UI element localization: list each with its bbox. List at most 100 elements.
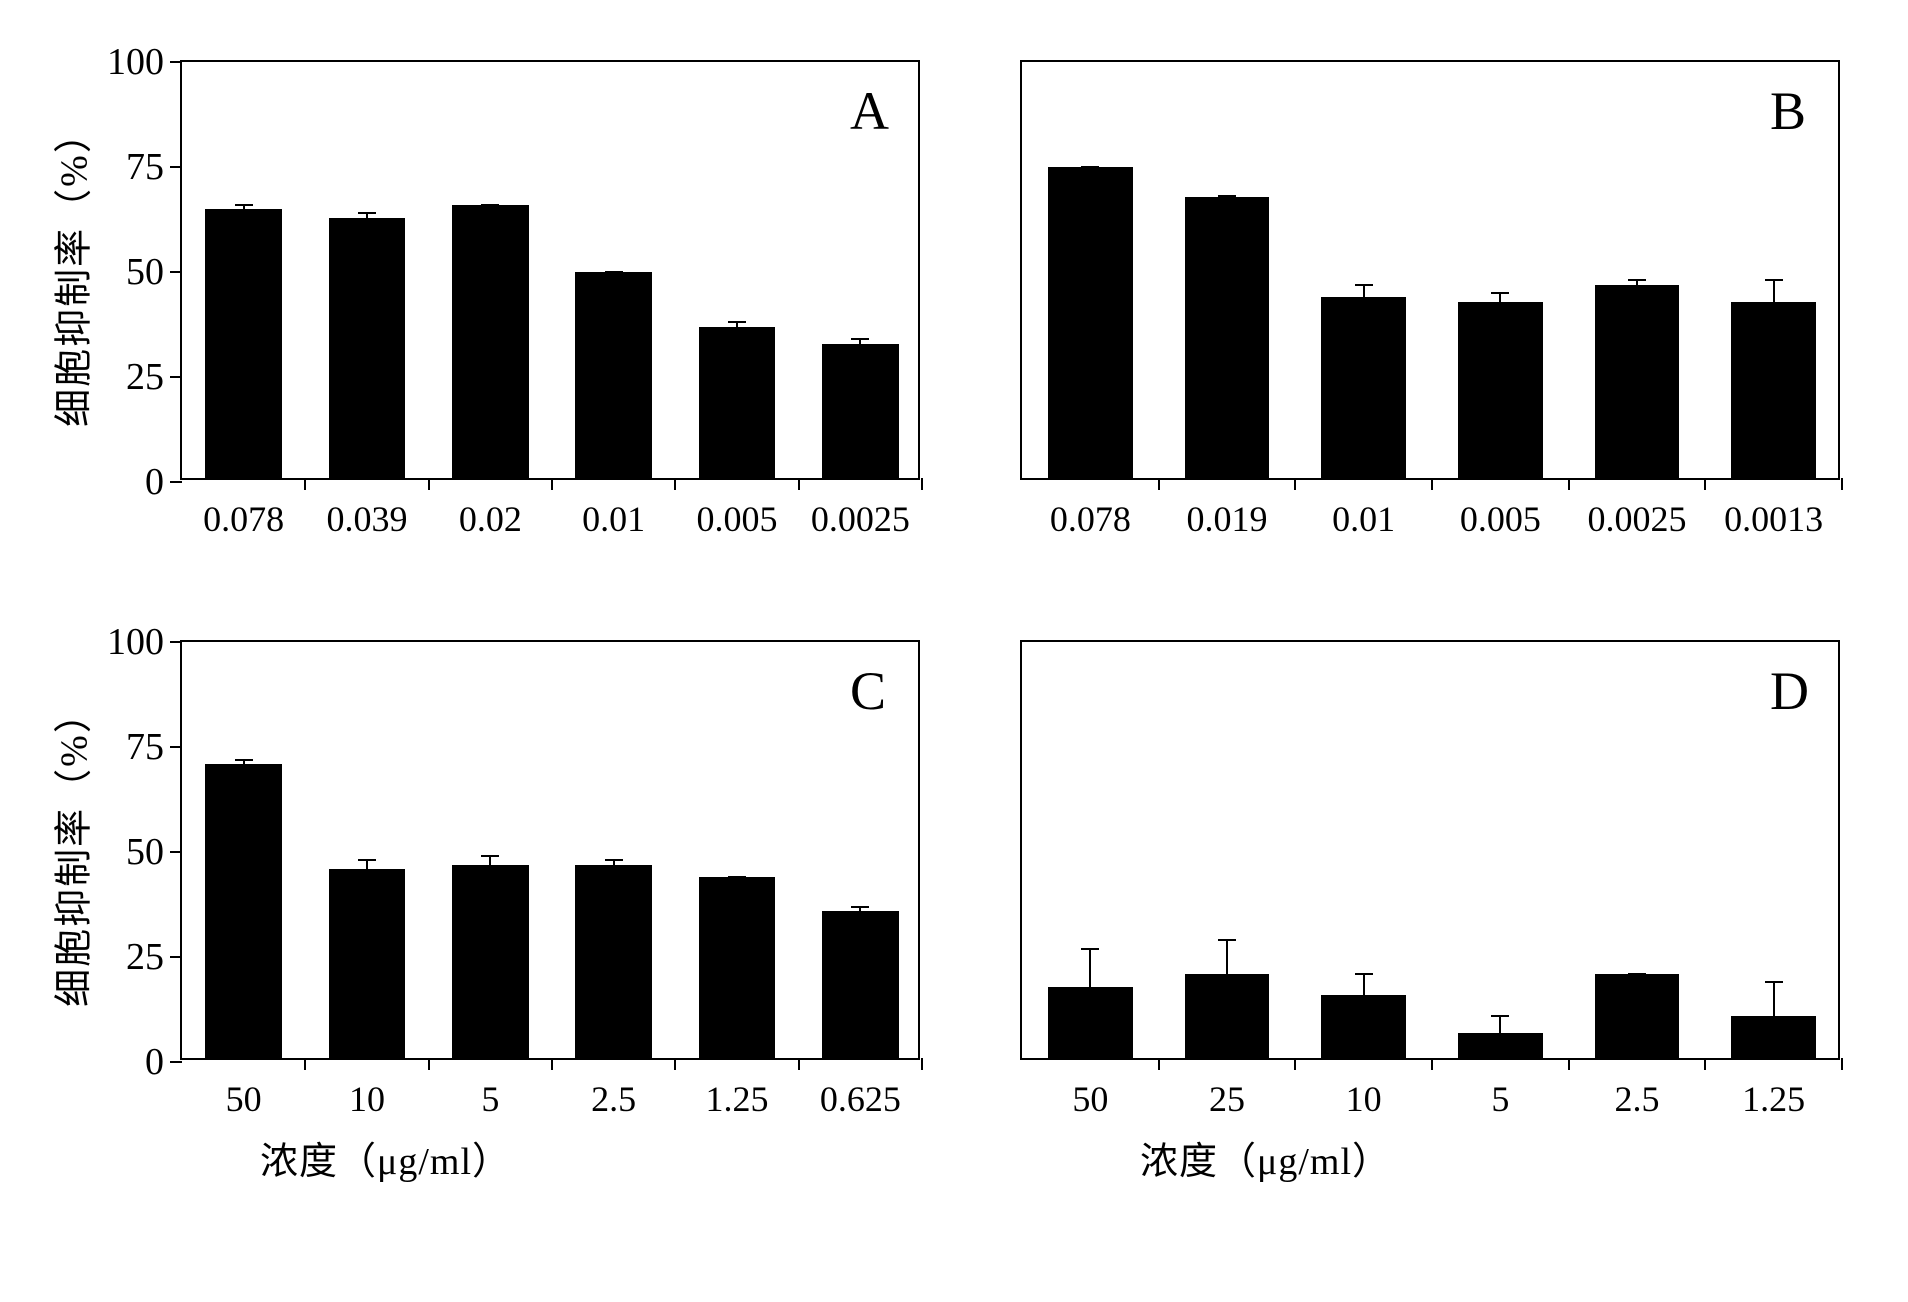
error-bar-cap (1081, 166, 1099, 168)
y-tick-label: 0 (145, 460, 164, 504)
error-bar-cap (1491, 1015, 1509, 1017)
panel-a: 细胞抑制率（%） 02550751000.0780.0390.020.010.00… (40, 40, 940, 600)
plot-area: 02550751000.0780.0390.020.010.0050.0025 (180, 60, 920, 480)
y-tick-label: 75 (126, 725, 164, 769)
x-tick-mark (1841, 1058, 1843, 1070)
error-bar-cap (851, 338, 869, 340)
x-tick-mark (428, 1058, 430, 1070)
plot-area: 0255075100501052.51.250.625 (180, 640, 920, 1060)
error-bar-stem (736, 322, 738, 330)
x-tick-label: 0.0025 (811, 498, 910, 540)
bar (1458, 302, 1543, 478)
panel-letter: D (1770, 660, 1809, 722)
x-tick-label: 0.019 (1187, 498, 1268, 540)
error-bar-cap (1081, 948, 1099, 950)
x-tick-label: 1.25 (706, 1078, 769, 1120)
x-tick-label: 0.005 (1460, 498, 1541, 540)
error-bar-cap (1355, 284, 1373, 286)
bar (205, 209, 281, 478)
error-bar-cap (1218, 939, 1236, 941)
error-bar-cap (358, 859, 376, 861)
error-bar-cap (1491, 292, 1509, 294)
x-tick-label: 0.0025 (1588, 498, 1687, 540)
panel-b: 0.0780.0190.010.0050.00250.0013B (960, 40, 1860, 600)
error-bar-cap (851, 906, 869, 908)
y-axis-label: 细胞抑制率（%） (43, 113, 98, 427)
x-tick-mark (921, 478, 923, 490)
error-bar-stem (243, 205, 245, 213)
x-tick-mark (551, 1058, 553, 1070)
error-bar-stem (243, 760, 245, 768)
x-tick-label: 0.039 (327, 498, 408, 540)
x-tick-label: 1.25 (1742, 1078, 1805, 1120)
error-bar-stem (1499, 293, 1501, 306)
y-tick-mark (170, 641, 182, 643)
panel-letter: B (1770, 80, 1806, 142)
x-tick-mark (1431, 1058, 1433, 1070)
x-tick-mark (1294, 1058, 1296, 1070)
bar (1321, 297, 1406, 478)
error-bar-stem (1499, 1016, 1501, 1037)
x-tick-mark (1704, 1058, 1706, 1070)
x-tick-mark (1568, 478, 1570, 490)
bar (575, 272, 651, 478)
bar (452, 205, 528, 478)
y-tick-mark (170, 271, 182, 273)
error-bar-stem (1363, 285, 1365, 302)
x-tick-label: 0.0013 (1724, 498, 1823, 540)
x-tick-mark (428, 478, 430, 490)
bar (1595, 285, 1680, 478)
x-tick-mark (1841, 478, 1843, 490)
x-tick-label: 25 (1209, 1078, 1245, 1120)
bar (1731, 302, 1816, 478)
x-tick-label: 0.02 (459, 498, 522, 540)
x-tick-label: 0.078 (1050, 498, 1131, 540)
x-tick-mark (674, 1058, 676, 1070)
bar (575, 865, 651, 1058)
y-tick-label: 100 (107, 40, 164, 84)
x-tick-label: 0.005 (697, 498, 778, 540)
bar (452, 865, 528, 1058)
y-tick-mark (170, 166, 182, 168)
x-axis-label: 浓度（μg/ml） (260, 1130, 511, 1185)
y-tick-mark (170, 481, 182, 483)
bar (822, 911, 898, 1058)
x-tick-mark (1431, 478, 1433, 490)
error-bar-stem (1226, 940, 1228, 978)
error-bar-cap (1218, 195, 1236, 197)
error-bar-cap (1628, 973, 1646, 975)
x-tick-label: 5 (1491, 1078, 1509, 1120)
panel-letter: A (850, 80, 889, 142)
x-tick-mark (921, 1058, 923, 1070)
x-tick-label: 50 (1072, 1078, 1108, 1120)
x-tick-label: 5 (481, 1078, 499, 1120)
x-axis-label: 浓度（μg/ml） (1140, 1130, 1391, 1185)
x-tick-mark (1158, 478, 1160, 490)
x-tick-mark (304, 478, 306, 490)
error-bar-cap (1765, 279, 1783, 281)
bar (1595, 974, 1680, 1058)
y-tick-mark (170, 61, 182, 63)
error-bar-stem (1773, 982, 1775, 1020)
error-bar-cap (481, 204, 499, 206)
x-tick-mark (798, 1058, 800, 1070)
y-tick-label: 50 (126, 250, 164, 294)
bar (1048, 987, 1133, 1058)
error-bar-stem (859, 907, 861, 915)
error-bar-cap (358, 212, 376, 214)
x-tick-label: 0.078 (203, 498, 284, 540)
error-bar-cap (235, 204, 253, 206)
error-bar-stem (613, 860, 615, 868)
error-bar-cap (605, 271, 623, 273)
x-tick-label: 2.5 (591, 1078, 636, 1120)
error-bar-stem (859, 339, 861, 347)
x-tick-label: 50 (226, 1078, 262, 1120)
error-bar-cap (1765, 981, 1783, 983)
bar (699, 877, 775, 1058)
y-tick-label: 100 (107, 620, 164, 664)
bar (1731, 1016, 1816, 1058)
bar (205, 764, 281, 1058)
x-tick-mark (551, 478, 553, 490)
plot-area: 50251052.51.25 (1020, 640, 1840, 1060)
x-tick-mark (1294, 478, 1296, 490)
